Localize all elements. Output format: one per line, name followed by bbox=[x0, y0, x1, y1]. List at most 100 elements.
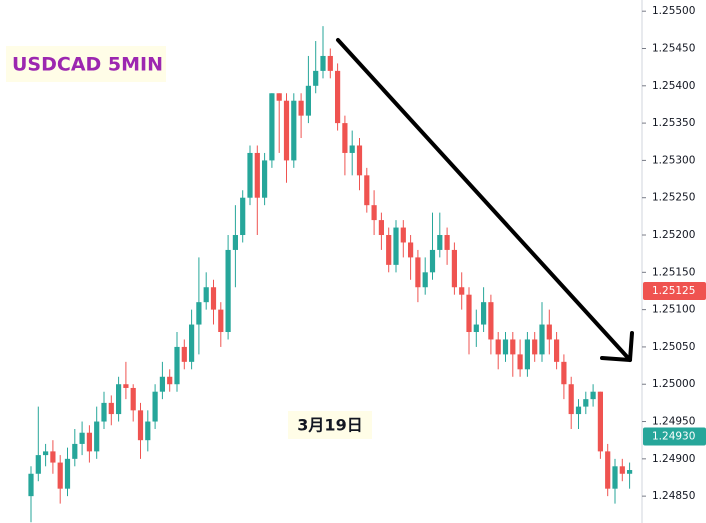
arrow-head bbox=[600, 331, 634, 362]
y-tick-label: 1.25150 bbox=[652, 266, 695, 278]
candle-body bbox=[378, 220, 384, 236]
y-tick-label: 1.24950 bbox=[652, 416, 695, 428]
candle-body bbox=[554, 339, 560, 362]
title-background bbox=[6, 46, 166, 82]
price-label: 1.25125 bbox=[652, 285, 695, 297]
candle-body bbox=[422, 272, 428, 288]
candle-body bbox=[539, 324, 545, 355]
candle-body bbox=[28, 473, 34, 497]
candle-body bbox=[86, 432, 92, 452]
candle-body bbox=[305, 85, 311, 116]
candle-body bbox=[597, 391, 603, 452]
candle-body bbox=[371, 205, 377, 221]
date-annotation: 3月19日 bbox=[297, 416, 362, 435]
y-tick-label: 1.25350 bbox=[652, 117, 695, 129]
candle-body bbox=[437, 235, 443, 250]
candle-body bbox=[247, 152, 253, 198]
candle-body bbox=[335, 70, 341, 124]
candle-body bbox=[196, 302, 202, 325]
candle-body bbox=[627, 470, 633, 474]
candle-body bbox=[123, 384, 129, 388]
price-label-background bbox=[643, 427, 706, 446]
candle-body bbox=[561, 361, 567, 385]
y-tick-label: 1.25050 bbox=[652, 341, 695, 353]
candle-body bbox=[225, 249, 231, 333]
candle-body bbox=[400, 227, 406, 243]
candle-body bbox=[298, 100, 304, 116]
candle-body bbox=[473, 324, 479, 333]
candle-body bbox=[568, 384, 574, 415]
candle-body bbox=[210, 287, 217, 310]
candle-body bbox=[167, 376, 173, 385]
y-tick-label: 1.24850 bbox=[652, 490, 695, 502]
candle-body bbox=[466, 294, 472, 333]
candle-body bbox=[283, 100, 290, 161]
candle-body bbox=[517, 354, 523, 370]
candle-body bbox=[393, 227, 399, 265]
candle-body bbox=[575, 406, 582, 415]
price-label-background bbox=[643, 281, 706, 300]
candle-body bbox=[524, 339, 530, 370]
candle-body bbox=[152, 391, 158, 422]
candle-body bbox=[64, 458, 71, 489]
candle-body bbox=[532, 339, 538, 355]
candle-body bbox=[459, 287, 465, 295]
candle-body bbox=[488, 302, 494, 340]
candle-body bbox=[35, 455, 41, 474]
candle-body bbox=[349, 145, 355, 153]
y-tick-label: 1.25100 bbox=[652, 304, 695, 316]
candle-body bbox=[269, 93, 275, 161]
candle-body bbox=[94, 421, 100, 452]
y-tick-label: 1.25450 bbox=[652, 42, 695, 54]
candle-body bbox=[159, 376, 165, 392]
candle-body bbox=[408, 242, 414, 258]
candle-body bbox=[116, 384, 122, 415]
candle-body bbox=[342, 123, 348, 153]
candles bbox=[28, 26, 633, 523]
candle-body bbox=[57, 462, 63, 489]
candle-body bbox=[50, 451, 56, 463]
y-tick-label: 1.25250 bbox=[652, 192, 695, 204]
y-tick-label: 1.25400 bbox=[652, 80, 695, 92]
candle-body bbox=[590, 391, 596, 400]
candle-body bbox=[583, 399, 589, 407]
candle-body bbox=[203, 287, 209, 303]
candle-body bbox=[262, 160, 268, 198]
candle-body bbox=[327, 55, 333, 71]
candle-body bbox=[313, 70, 319, 86]
candle-body bbox=[546, 324, 552, 340]
y-tick-label: 1.25200 bbox=[652, 229, 695, 241]
candle-body bbox=[415, 257, 421, 288]
candle-body bbox=[276, 93, 282, 101]
y-tick-label: 1.25300 bbox=[652, 154, 695, 166]
candle-body bbox=[356, 145, 363, 176]
candle-body bbox=[232, 235, 238, 250]
candle-body bbox=[619, 466, 625, 474]
candle-body bbox=[240, 197, 246, 236]
y-tick-label: 1.25000 bbox=[652, 378, 695, 390]
candle-body bbox=[495, 339, 501, 355]
price-label: 1.24930 bbox=[652, 430, 695, 442]
candle-body bbox=[108, 402, 114, 415]
candle-body bbox=[181, 346, 187, 362]
candle-body bbox=[218, 309, 224, 333]
candle-body bbox=[510, 339, 516, 355]
candle-body bbox=[79, 432, 85, 444]
y-tick-label: 1.24900 bbox=[652, 453, 695, 465]
candle-body bbox=[101, 402, 107, 422]
candle-body bbox=[174, 346, 180, 385]
candle-body bbox=[189, 324, 195, 362]
candle-body bbox=[481, 302, 487, 325]
candle-body bbox=[43, 451, 49, 456]
candle-body bbox=[429, 249, 436, 273]
candle-body bbox=[145, 421, 151, 441]
candle-body bbox=[291, 100, 297, 161]
candle-body bbox=[605, 451, 611, 489]
trend-arrow bbox=[336, 38, 634, 362]
candle-body bbox=[320, 55, 326, 71]
candle-body bbox=[502, 339, 509, 355]
candle-body bbox=[444, 235, 450, 250]
annotation-background bbox=[288, 411, 372, 439]
candle-body bbox=[612, 466, 618, 489]
